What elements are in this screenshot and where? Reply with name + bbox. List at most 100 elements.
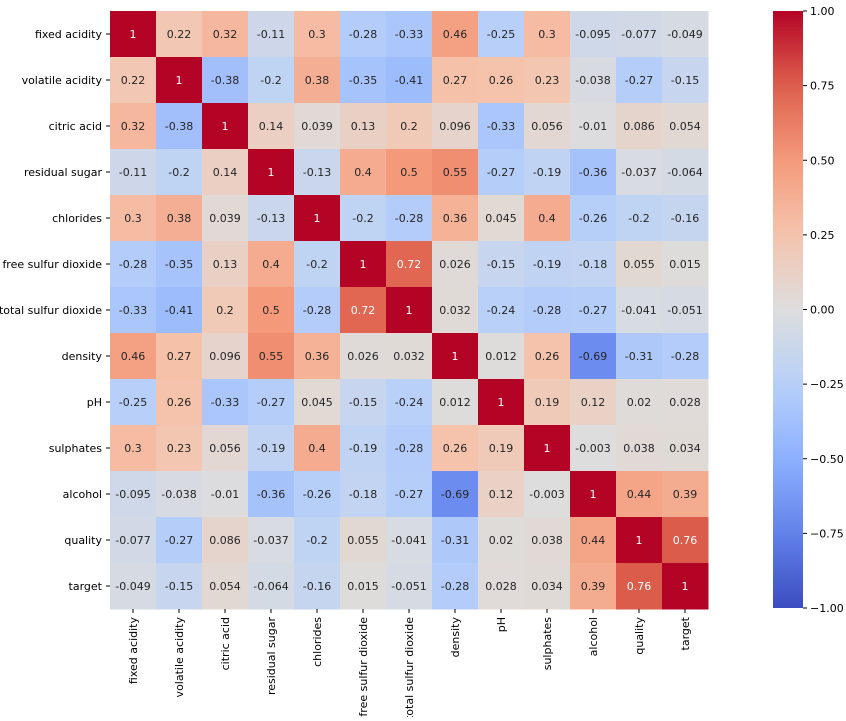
heatmap-cell (478, 57, 525, 104)
heatmap-cell (570, 103, 617, 150)
cell-annotation: -0.36 (579, 166, 607, 179)
y-tick-label: free sulfur dioxide (2, 258, 102, 271)
heatmap-cell (202, 563, 249, 610)
heatmap-cell (294, 471, 341, 518)
heatmap-cell (616, 11, 663, 58)
cell-annotation: 0.055 (623, 258, 655, 271)
heatmap-cell (478, 333, 525, 380)
cell-annotation: 0.26 (443, 442, 468, 455)
heatmap-cell (524, 103, 571, 150)
heatmap-cell (386, 517, 433, 564)
cell-annotation: 0.3 (538, 28, 556, 41)
cell-annotation: 0.22 (121, 74, 146, 87)
heatmap-cell (248, 517, 295, 564)
heatmap-cell (524, 57, 571, 104)
cell-annotation: -0.13 (303, 166, 331, 179)
cell-annotation: -0.13 (257, 212, 285, 225)
heatmap-cell (202, 195, 249, 242)
x-tick-label: quality (633, 617, 646, 655)
cell-annotation: -0.38 (211, 74, 239, 87)
cell-annotation: -0.18 (579, 258, 607, 271)
cell-annotation: -0.15 (671, 74, 699, 87)
cell-annotation: -0.28 (671, 350, 699, 363)
cell-annotation: 0.5 (400, 166, 418, 179)
heatmap-cell (202, 425, 249, 472)
cell-annotation: 1 (452, 350, 459, 363)
heatmap-cell (432, 425, 479, 472)
heatmap-cell (524, 425, 571, 472)
cell-annotation: 0.36 (305, 350, 330, 363)
cell-annotation: -0.003 (575, 442, 610, 455)
colorbar-tick-label: −0.50 (810, 453, 844, 466)
cell-annotation: -0.26 (303, 488, 331, 501)
cell-annotation: 0.026 (439, 258, 471, 271)
heatmap-cell (248, 379, 295, 426)
y-tick-label: chlorides (52, 212, 102, 225)
cell-annotation: 0.045 (301, 396, 333, 409)
cell-annotation: 0.36 (443, 212, 468, 225)
heatmap-cell (386, 425, 433, 472)
heatmap-cells (110, 11, 709, 610)
heatmap-cell (570, 379, 617, 426)
heatmap-cell (432, 57, 479, 104)
heatmap-cell (386, 563, 433, 610)
cell-annotation: -0.003 (529, 488, 564, 501)
heatmap-cell (478, 563, 525, 610)
cell-annotation: 0.3 (124, 212, 142, 225)
heatmap-cell (478, 241, 525, 288)
y-axis-ticks: fixed acidity volatile acidity citric acid… (0, 28, 110, 593)
heatmap-cell (524, 563, 571, 610)
cell-annotation: -0.16 (671, 212, 699, 225)
colorbar-tick-label: −1.00 (810, 602, 844, 615)
heatmap-cell (340, 11, 387, 58)
cell-annotation: -0.2 (306, 258, 327, 271)
cell-annotation: 0.14 (213, 166, 238, 179)
cell-annotation: 1 (590, 488, 597, 501)
cell-annotation: 0.055 (347, 534, 379, 547)
heatmap-cell (156, 103, 203, 150)
cell-annotation: 0.015 (347, 580, 379, 593)
cell-annotation: -0.24 (487, 304, 515, 317)
heatmap-cell (202, 149, 249, 196)
heatmap-cell (294, 287, 341, 334)
cell-annotation: -0.2 (352, 212, 373, 225)
y-tick-label: total sulfur dioxide (0, 304, 102, 317)
heatmap-cell (616, 57, 663, 104)
cell-annotation: 0.02 (627, 396, 652, 409)
heatmap-cell (616, 471, 663, 518)
heatmap-cell (294, 11, 341, 58)
cell-annotation: -0.041 (621, 304, 656, 317)
heatmap-annotations: 1 0.22 0.32 -0.11 0.3 -0.28 -0.33 0.46 -0.25 0.3 -… (115, 28, 702, 593)
heatmap-cell (524, 11, 571, 58)
heatmap-cell (386, 103, 433, 150)
cell-annotation: -0.33 (119, 304, 147, 317)
heatmap-cell (570, 287, 617, 334)
cell-annotation: 0.039 (301, 120, 333, 133)
heatmap-cell (202, 11, 249, 58)
heatmap-cell (432, 471, 479, 518)
cell-annotation: -0.27 (625, 74, 653, 87)
heatmap-cell (570, 333, 617, 380)
heatmap-cell (570, 517, 617, 564)
cell-annotation: 0.26 (489, 74, 514, 87)
cell-annotation: 0.39 (581, 580, 606, 593)
cell-annotation: -0.038 (575, 74, 610, 87)
heatmap-cell (432, 103, 479, 150)
heatmap-cell (662, 241, 709, 288)
colorbar-gradient (773, 11, 803, 608)
colorbar-tick-label: 0.50 (810, 154, 835, 167)
cell-annotation: -0.31 (441, 534, 469, 547)
cell-annotation: -0.15 (487, 258, 515, 271)
cell-annotation: 0.096 (209, 350, 241, 363)
cell-annotation: -0.037 (621, 166, 656, 179)
y-tick-label: fixed acidity (35, 28, 103, 41)
heatmap-cell (248, 471, 295, 518)
cell-annotation: 0.27 (443, 74, 468, 87)
heatmap-cell (294, 103, 341, 150)
heatmap-cell (662, 103, 709, 150)
heatmap-cell (386, 241, 433, 288)
cell-annotation: 0.13 (213, 258, 238, 271)
cell-annotation: -0.27 (165, 534, 193, 547)
heatmap-cell (156, 517, 203, 564)
heatmap-cell (248, 11, 295, 58)
